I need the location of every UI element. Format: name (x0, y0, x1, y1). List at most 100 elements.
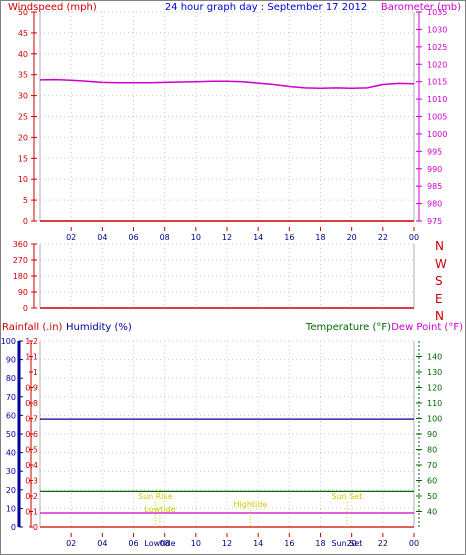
humidity-tick-label: 60 (6, 411, 16, 420)
panel2-grid (39, 243, 415, 309)
rainfall-tick-label: 1.1 (25, 353, 38, 362)
rainfall-tick-label: 0.3 (25, 477, 38, 486)
windspeed-tick-label: 0 (23, 217, 28, 226)
windspeed-tick-label: 25 (18, 113, 28, 122)
barometer-tick-label: 995 (427, 147, 442, 156)
humidity-tick-label: 40 (6, 449, 16, 458)
temperature-tick-label: 140 (427, 353, 442, 362)
x-tick-label: 14 (253, 539, 263, 548)
barometer-tick-label: 1000 (427, 130, 447, 139)
windspeed-axis: 0 5 10 15 20 25 30 35 40 45 50 (18, 8, 37, 226)
x-tick-label: 16 (284, 233, 294, 242)
panel1-x-axis: 02 04 06 08 10 12 14 16 18 20 22 00 (66, 227, 419, 242)
x-tick-label: 00 (409, 233, 419, 242)
windspeed-tick-label: 40 (18, 50, 28, 59)
direction-tick-label: 180 (13, 272, 28, 281)
rainfall-tick-label: 0.8 (25, 399, 38, 408)
barometer-tick-label: 1005 (427, 113, 447, 122)
event-label: Lowtide (144, 505, 175, 514)
windspeed-barometer-panel: 0 5 10 15 20 25 30 35 40 45 50 975 980 985 990 995 1000… (8, 2, 461, 242)
rainfall-tick-label: 1 (33, 368, 38, 377)
rainfall-tick-label: 0.2 (25, 492, 38, 501)
temperature-tick-label: 130 (427, 368, 442, 377)
x-tick-label: 08 (160, 539, 170, 548)
barometer-tick-label: 1035 (427, 8, 447, 17)
x-tick-label: 18 (315, 539, 325, 548)
humidity-axis-label: Humidity (%) (66, 322, 132, 333)
temperature-tick-label: 100 (427, 415, 442, 424)
panel3-x-axis: 02 04 06 08 10 12 14 16 18 20 22 00 (66, 533, 419, 548)
dew-point-axis-label: Dew Point (°F) (391, 322, 463, 333)
compass-label: E (435, 292, 443, 306)
x-tick-label: 06 (128, 233, 138, 242)
event-axis-label: Sun Set (332, 539, 363, 548)
x-tick-label: 10 (191, 233, 201, 242)
temperature-tick-label: 110 (427, 399, 442, 408)
windspeed-tick-label: 5 (23, 196, 28, 205)
humidity-tick-label: 50 (6, 430, 16, 439)
rainfall-tick-label: 0 (33, 523, 38, 532)
windspeed-tick-label: 15 (18, 154, 28, 163)
barometer-tick-label: 1020 (427, 60, 447, 69)
temperature-axis: 40 50 60 70 80 90 100 110 120 130 140 (416, 341, 442, 527)
x-tick-label: 12 (222, 233, 232, 242)
humidity-tick-label: 70 (6, 393, 16, 402)
rainfall-tick-label: 0.7 (25, 415, 38, 424)
humidity-axis: 0 10 20 30 40 50 60 70 80 90 100 (1, 337, 23, 532)
humidity-tick-label: 0 (11, 523, 16, 532)
rainfall-tick-label: 0.6 (25, 430, 38, 439)
barometer-tick-label: 1010 (427, 95, 447, 104)
barometer-tick-label: 985 (427, 182, 442, 191)
x-tick-label: 04 (97, 233, 107, 242)
direction-axis: 0 90 180 270 360 (13, 240, 37, 313)
panel3-grid (39, 340, 415, 528)
compass-label: N (435, 309, 444, 323)
humidity-tick-label: 30 (6, 467, 16, 476)
x-tick-label: 00 (409, 539, 419, 548)
humidity-tick-label: 100 (1, 337, 16, 346)
x-tick-label: 08 (160, 233, 170, 242)
temperature-tick-label: 70 (427, 461, 437, 470)
x-tick-label: 02 (66, 539, 76, 548)
temperature-tick-label: 60 (427, 477, 437, 486)
windspeed-tick-label: 45 (18, 29, 28, 38)
barometer-axis: 975 980 985 990 995 1000 1005 1010 1015 1020 1025 1… (416, 8, 447, 226)
temperature-tick-label: 80 (427, 446, 437, 455)
rainfall-tick-label: 0.5 (25, 446, 38, 455)
temperature-tick-label: 40 (427, 508, 437, 517)
windspeed-tick-label: 50 (18, 8, 28, 17)
event-label: Sun Set (332, 492, 363, 501)
panel1-series (39, 78, 415, 222)
event-label: Sun Rise (138, 492, 173, 501)
x-tick-label: 22 (378, 233, 388, 242)
windspeed-tick-label: 20 (18, 133, 28, 142)
x-tick-label: 16 (284, 539, 294, 548)
barometer-tick-label: 975 (427, 217, 442, 226)
rainfall-tick-label: 0.9 (25, 384, 38, 393)
event-label: Hightide (234, 500, 268, 509)
direction-tick-label: 270 (13, 256, 28, 265)
windspeed-tick-label: 35 (18, 71, 28, 80)
x-tick-label: 12 (222, 539, 232, 548)
x-tick-label: 22 (378, 539, 388, 548)
barometer-tick-label: 990 (427, 165, 442, 174)
x-tick-label: 06 (128, 539, 138, 548)
rainfall-tick-label: 1.2 (25, 337, 38, 346)
humidity-tick-label: 90 (6, 356, 16, 365)
compass-label: W (435, 257, 447, 271)
rainfall-axis: 0 0.1 0.2 0.3 0.4 0.5 0.6 0.7 0.8 0.9 1 1.1 1.2 (25, 337, 38, 532)
rainfall-tick-label: 0.4 (25, 461, 38, 470)
windspeed-tick-label: 30 (18, 92, 28, 101)
direction-tick-label: 0 (23, 304, 28, 313)
rainfall-axis-label: Rainfall (.in) (2, 322, 63, 333)
barometer-tick-label: 980 (427, 200, 442, 209)
humidity-tick-label: 10 (6, 504, 16, 513)
compass-label: N (435, 239, 444, 253)
barometer-series-line (39, 78, 415, 90)
rainfall-tick-label: 0.1 (25, 508, 38, 517)
x-tick-label: 20 (347, 233, 357, 242)
